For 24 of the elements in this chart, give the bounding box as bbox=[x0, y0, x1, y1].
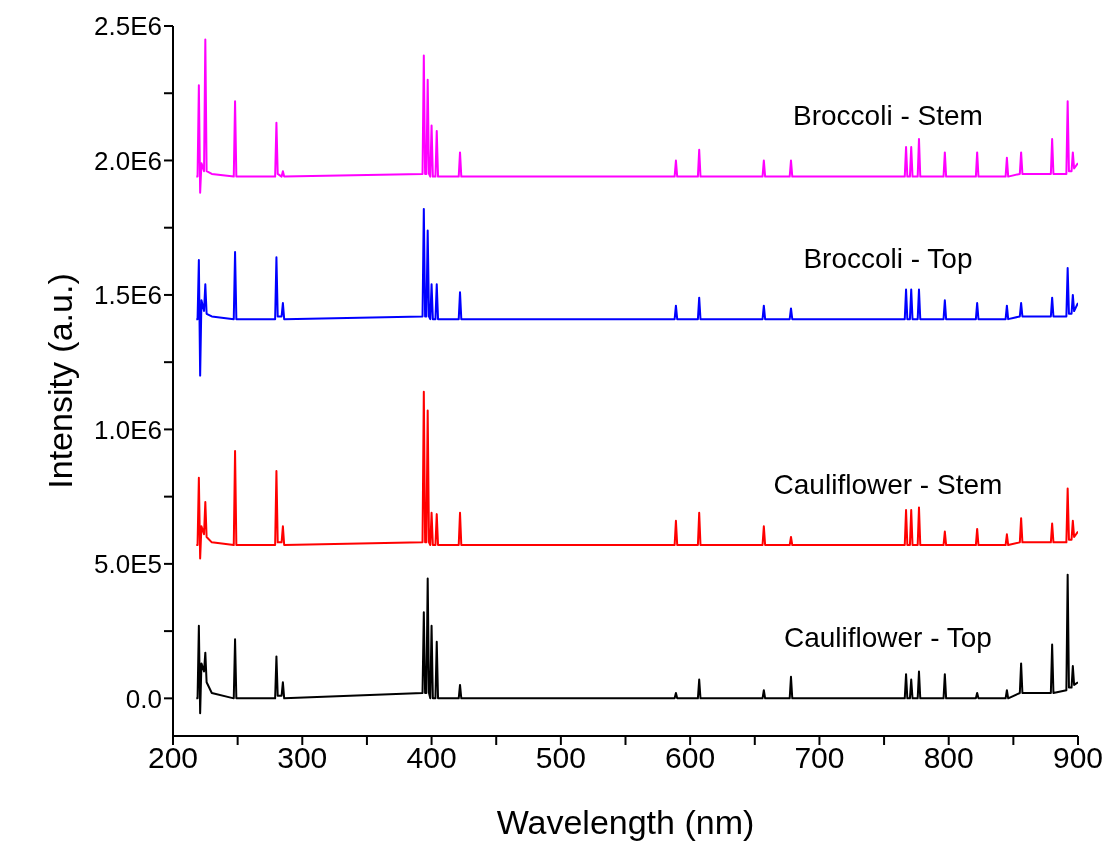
y-tick-label: 5.0E5 bbox=[94, 549, 162, 580]
series-label: Cauliflower - Top bbox=[783, 621, 992, 653]
line-series bbox=[195, 573, 1078, 715]
y-tick-label: 2.0E6 bbox=[94, 145, 162, 176]
x-tick-label: 300 bbox=[277, 741, 328, 775]
x-tick-label: 600 bbox=[665, 741, 716, 775]
y-tick-label: 2.5E6 bbox=[94, 11, 162, 42]
series-label: Cauliflower - Stem bbox=[773, 468, 1003, 500]
x-tick-label: 500 bbox=[535, 741, 586, 775]
series-label: Broccoli - Top bbox=[803, 242, 973, 274]
y-tick-label: 1.0E6 bbox=[94, 414, 162, 445]
y-tick-label: 0.0 bbox=[125, 683, 162, 714]
line-series bbox=[195, 390, 1078, 560]
x-tick-label: 700 bbox=[794, 741, 845, 775]
line-series bbox=[195, 38, 1078, 194]
series-label: Broccoli - Stem bbox=[793, 100, 983, 132]
x-tick-label: 400 bbox=[406, 741, 457, 775]
y-axis-title: Intensity (a.u.) bbox=[41, 273, 80, 489]
line-series bbox=[195, 207, 1078, 377]
x-tick-label: 200 bbox=[147, 741, 199, 775]
x-tick-label: 900 bbox=[1052, 741, 1104, 775]
x-axis-title: Wavelength (nm) bbox=[496, 803, 755, 841]
x-tick-label: 800 bbox=[923, 741, 974, 775]
y-tick-label: 1.5E6 bbox=[94, 280, 162, 311]
